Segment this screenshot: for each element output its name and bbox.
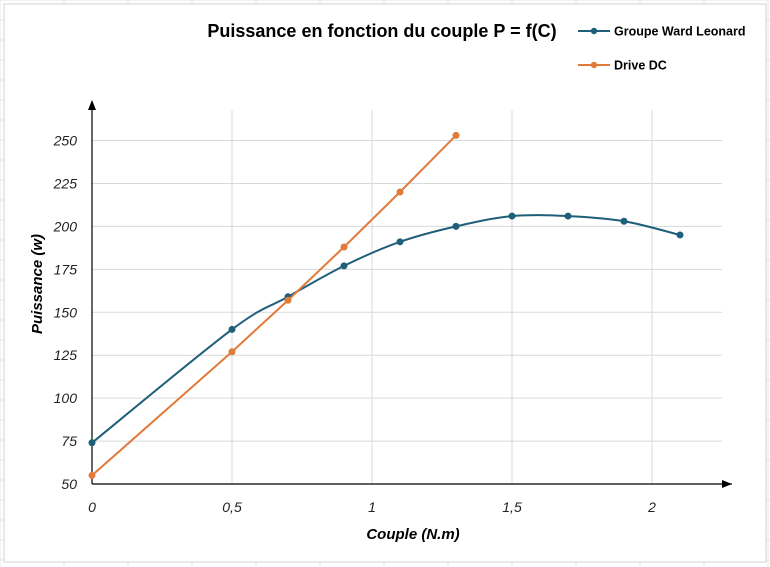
- data-point-ward-leonard: [340, 262, 348, 270]
- data-point-ward-leonard: [620, 217, 628, 225]
- series-line-drive-dc: [91, 134, 457, 477]
- x-tick-label: 1,5: [502, 499, 522, 515]
- data-point-ward-leonard: [396, 238, 404, 246]
- y-axis-arrow: [88, 100, 96, 110]
- legend: Groupe Ward Leonard Drive DC: [578, 25, 746, 73]
- legend-label-drive-dc: Drive DC: [614, 59, 667, 73]
- chart-title: Puissance en fonction du couple P = f(C): [207, 21, 556, 41]
- data-point-drive-dc: [340, 243, 348, 251]
- y-tick-label: 175: [54, 261, 78, 277]
- y-tick-label: 50: [61, 476, 77, 492]
- x-tick-label: 1: [368, 499, 376, 515]
- y-axis-title: Puissance (w): [29, 234, 46, 334]
- gridlines: [92, 110, 722, 484]
- x-axis-title: Couple (N.m): [366, 526, 459, 543]
- tick-labels: 50 75 100 125 150 175 200 225 250 0 0,5 1 1,5 2: [53, 133, 656, 516]
- y-tick-label: 150: [54, 304, 78, 320]
- data-point-drive-dc: [284, 296, 292, 304]
- legend-label-ward-leonard: Groupe Ward Leonard: [614, 25, 746, 39]
- y-tick-label: 200: [53, 218, 78, 234]
- y-tick-label: 225: [53, 175, 78, 191]
- chart-area: [3, 3, 767, 563]
- data-point-drive-dc: [228, 348, 236, 356]
- x-axis-arrow: [722, 480, 732, 488]
- data-point-ward-leonard: [564, 212, 572, 220]
- data-point-ward-leonard: [228, 325, 236, 333]
- y-tick-label: 125: [54, 347, 78, 363]
- legend-marker-drive-dc: [590, 61, 598, 69]
- data-point-ward-leonard: [676, 231, 684, 239]
- x-tick-label: 0: [88, 499, 96, 515]
- y-tick-label: 100: [54, 390, 78, 406]
- y-tick-label: 250: [53, 133, 78, 149]
- x-tick-label: 0,5: [222, 499, 242, 515]
- data-point-drive-dc: [88, 471, 96, 479]
- data-point-ward-leonard: [508, 212, 516, 220]
- x-tick-label: 2: [647, 499, 656, 515]
- data-point-ward-leonard: [452, 222, 460, 230]
- series-layer: [88, 131, 684, 479]
- axes: [88, 100, 732, 488]
- legend-marker-ward-leonard: [590, 27, 598, 35]
- data-point-drive-dc: [452, 131, 460, 139]
- y-tick-label: 75: [61, 433, 77, 449]
- data-point-ward-leonard: [88, 439, 96, 447]
- data-point-drive-dc: [396, 188, 404, 196]
